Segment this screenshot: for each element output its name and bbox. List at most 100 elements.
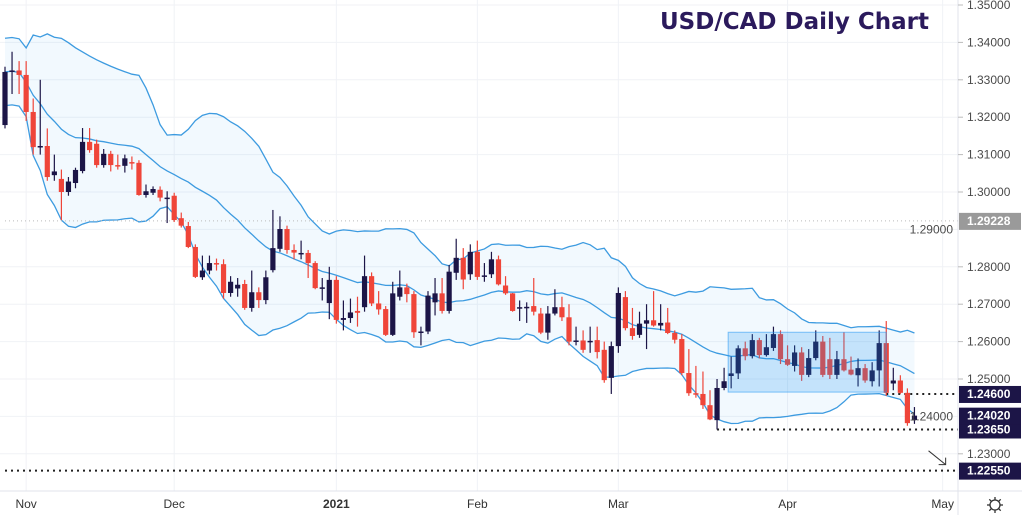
candle xyxy=(185,221,191,249)
candle-body xyxy=(474,251,480,277)
x-tick-label: Dec xyxy=(164,497,185,511)
candle-body xyxy=(636,323,643,335)
candle xyxy=(792,345,798,372)
candle-body xyxy=(643,320,650,324)
candle xyxy=(890,367,896,391)
candle xyxy=(770,326,777,351)
candle-body xyxy=(559,307,565,318)
candle xyxy=(728,356,734,389)
candle-body xyxy=(270,248,276,271)
candle xyxy=(777,330,784,365)
candle-body xyxy=(333,279,339,320)
candle-body xyxy=(594,340,600,353)
candle xyxy=(566,304,572,346)
candle-body xyxy=(622,297,628,329)
candle xyxy=(806,349,812,378)
candle xyxy=(101,148,107,168)
candle xyxy=(340,300,346,331)
candle-body xyxy=(101,153,107,166)
candle xyxy=(848,356,854,376)
candle-body xyxy=(573,340,579,342)
candle-body xyxy=(51,171,57,176)
grid xyxy=(0,0,958,491)
candle-body xyxy=(390,293,396,335)
candle xyxy=(658,304,664,331)
candle-body xyxy=(601,349,607,381)
price-label-box xyxy=(959,212,1021,230)
candle-body xyxy=(65,181,72,192)
candle xyxy=(841,332,847,372)
time-axis[interactable]: Nov Dec 2021 Feb Mar Apr May xyxy=(15,497,954,511)
candle xyxy=(559,296,565,322)
candle-body xyxy=(305,252,311,264)
candle-body xyxy=(354,310,361,313)
candle-body xyxy=(686,373,692,394)
candle-body xyxy=(707,405,713,420)
arrow-head-icon xyxy=(938,457,947,466)
candle-body xyxy=(531,306,537,312)
candle-body xyxy=(651,320,657,326)
candle xyxy=(199,255,205,280)
candle-body xyxy=(481,275,487,277)
candle xyxy=(171,192,177,222)
candle-body xyxy=(538,313,544,333)
candle xyxy=(16,61,22,95)
candle-body xyxy=(587,340,593,343)
candle xyxy=(538,307,544,335)
candle-body xyxy=(136,162,142,195)
candle-body xyxy=(510,293,516,311)
candle xyxy=(756,337,762,359)
candle xyxy=(700,371,706,409)
candle xyxy=(30,98,36,155)
candle xyxy=(735,345,741,379)
candle xyxy=(44,128,50,181)
candle-body xyxy=(319,287,325,289)
candle xyxy=(51,154,57,181)
candle xyxy=(23,61,29,121)
candle-body xyxy=(862,368,868,381)
candle-body xyxy=(185,226,191,247)
candle-body xyxy=(108,153,114,166)
candle-body xyxy=(545,313,551,333)
price-label: 1.22550 xyxy=(967,464,1011,478)
candle-body xyxy=(206,263,213,271)
candle-body xyxy=(820,341,826,375)
candle-body xyxy=(411,294,417,333)
price-label-box xyxy=(959,385,1021,403)
y-tick-label: 1.32000 xyxy=(967,110,1011,124)
candle-body xyxy=(326,279,332,304)
y-tick-label: 1.35000 xyxy=(967,0,1011,12)
price-label: 1.23650 xyxy=(967,422,1011,436)
candle-body xyxy=(192,246,198,277)
y-tick-label: 1.31000 xyxy=(967,148,1011,162)
candle-body xyxy=(2,71,8,126)
candle xyxy=(235,278,241,297)
last-price-box xyxy=(959,407,1021,425)
candle-body xyxy=(749,340,755,357)
candle xyxy=(277,216,283,252)
y-tick-label: 1.29000 xyxy=(910,222,954,236)
price-axis[interactable]: 1.35000 1.34000 1.33000 1.32000 1.31000 1.300… xyxy=(910,0,1021,480)
candle xyxy=(312,261,318,290)
candle xyxy=(714,379,720,430)
middle-band-line xyxy=(4,70,915,375)
candle xyxy=(813,330,819,361)
gear-icon[interactable] xyxy=(987,497,1003,513)
candle xyxy=(784,345,791,366)
x-tick-label: Mar xyxy=(608,497,629,511)
candle-body xyxy=(770,334,777,348)
candle-body xyxy=(502,285,509,294)
candle-body xyxy=(904,392,910,424)
y-tick-label: 1.23000 xyxy=(967,447,1011,461)
candle xyxy=(545,306,551,340)
candle xyxy=(622,291,628,331)
candle-body xyxy=(404,287,410,295)
candle xyxy=(643,304,650,350)
y-tick-label: 1.30000 xyxy=(967,185,1011,199)
candle xyxy=(580,330,586,353)
candle xyxy=(876,330,882,387)
candle-body xyxy=(72,169,79,184)
y-tick-label: 1.25000 xyxy=(967,372,1011,386)
candle-body xyxy=(242,284,248,308)
candle-body xyxy=(693,393,699,395)
